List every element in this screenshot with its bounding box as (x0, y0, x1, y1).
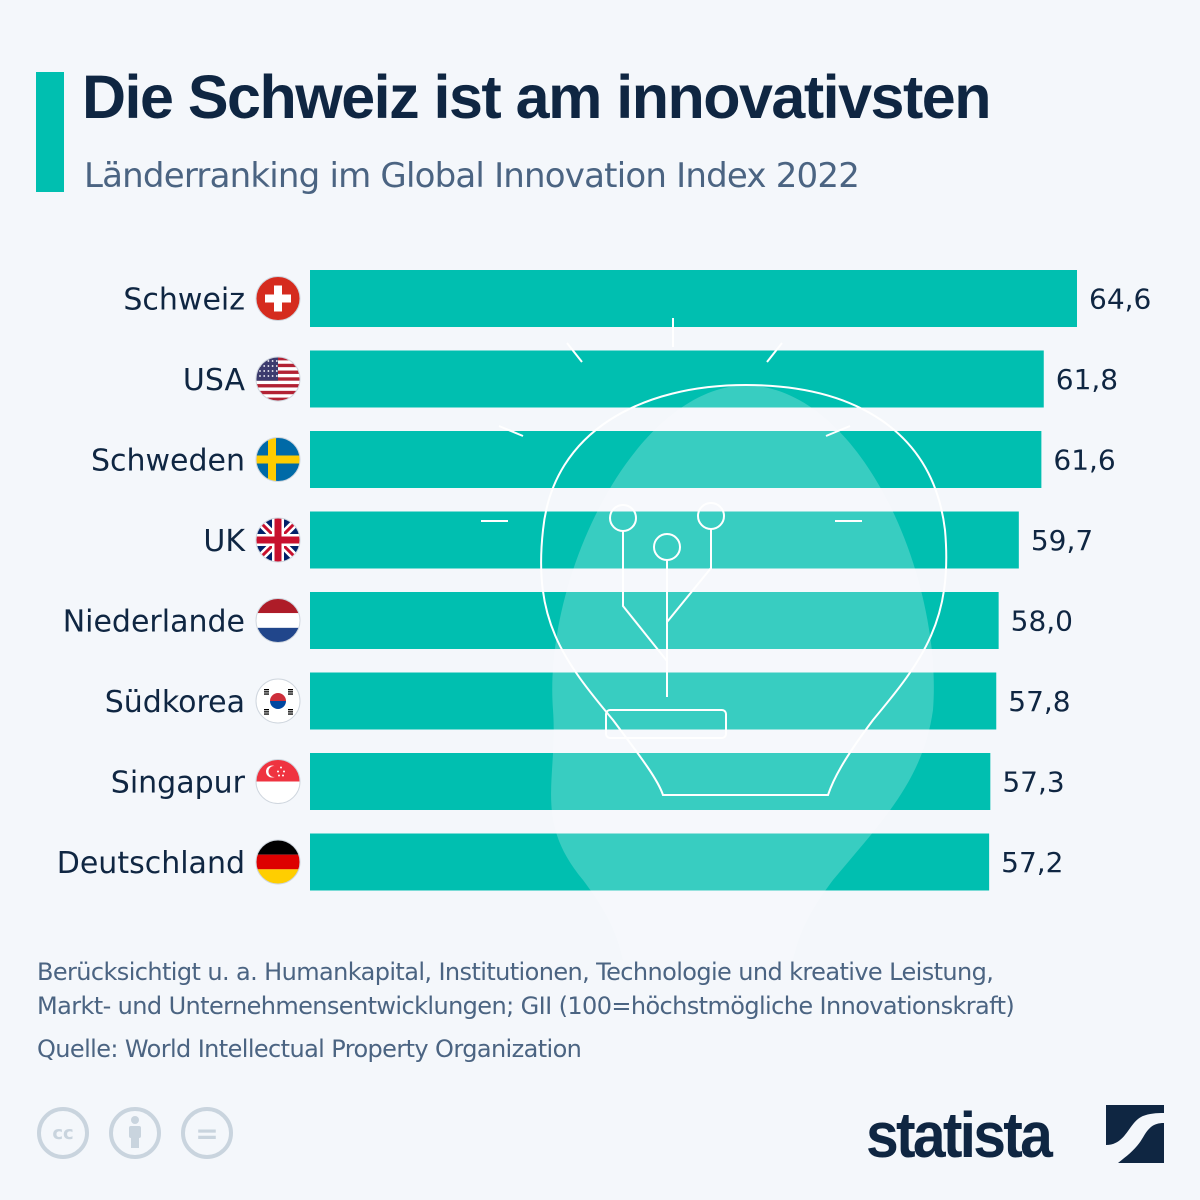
source-text: Quelle: World Intellectual Property Orga… (37, 1035, 582, 1063)
value-label: 57,2 (1001, 846, 1063, 879)
flag-germany-icon (255, 839, 301, 885)
bar-niederlande (310, 592, 999, 649)
value-label: 58,0 (1011, 605, 1073, 638)
category-label: Niederlande (63, 605, 245, 640)
bar-deutschland (310, 833, 990, 891)
bar-singapur (310, 753, 991, 810)
cc-icon[interactable]: cc (37, 1107, 89, 1159)
title-accent-bar (36, 72, 64, 192)
flag-usa-icon (255, 356, 301, 402)
bar-schweiz (310, 270, 1077, 327)
value-label: 61,6 (1053, 444, 1115, 477)
category-label: USA (183, 363, 246, 398)
cc-icon-text: cc (52, 1122, 74, 1144)
value-label: 59,7 (1031, 524, 1093, 557)
statista-logo-mark-icon (1106, 1105, 1164, 1163)
person-icon (129, 1116, 141, 1148)
value-label: 57,8 (1008, 685, 1070, 718)
category-label: Deutschland (57, 846, 245, 881)
category-label: UK (203, 524, 246, 559)
value-label: 57,3 (1002, 766, 1064, 799)
row-gap (460, 327, 960, 351)
flag-uk-icon (255, 517, 301, 563)
bar-usa (310, 350, 1044, 408)
bar-südkorea (310, 672, 997, 730)
flag-netherlands-icon (255, 598, 301, 643)
flag-singapore-icon (255, 759, 301, 804)
category-label: Singapur (111, 766, 246, 801)
category-label: Schweden (91, 444, 245, 479)
category-label: Schweiz (123, 283, 245, 318)
no-derivatives-icon[interactable]: = (181, 1107, 233, 1159)
lightbulb-icon (481, 318, 948, 960)
equals-sign: = (195, 1116, 219, 1150)
flag-switzerland-icon (255, 276, 301, 321)
chart-subtitle: Länderranking im Global Innovation Index… (84, 156, 860, 196)
value-label: 64,6 (1089, 283, 1151, 316)
flag-sweden-icon (255, 437, 301, 482)
statista-logo[interactable]: statista (866, 1099, 1053, 1171)
value-label: 61,8 (1056, 363, 1118, 396)
footnote-line-2: Markt- und Unternehmensentwicklungen; GI… (37, 992, 1015, 1020)
chart-title: Die Schweiz ist am innovativsten (82, 63, 991, 131)
category-label: Südkorea (105, 685, 245, 720)
flag-south-korea-icon (255, 678, 301, 724)
footnote-line-1: Berücksichtigt u. a. Humankapital, Insti… (37, 958, 994, 986)
attribution-icon[interactable] (109, 1107, 161, 1159)
